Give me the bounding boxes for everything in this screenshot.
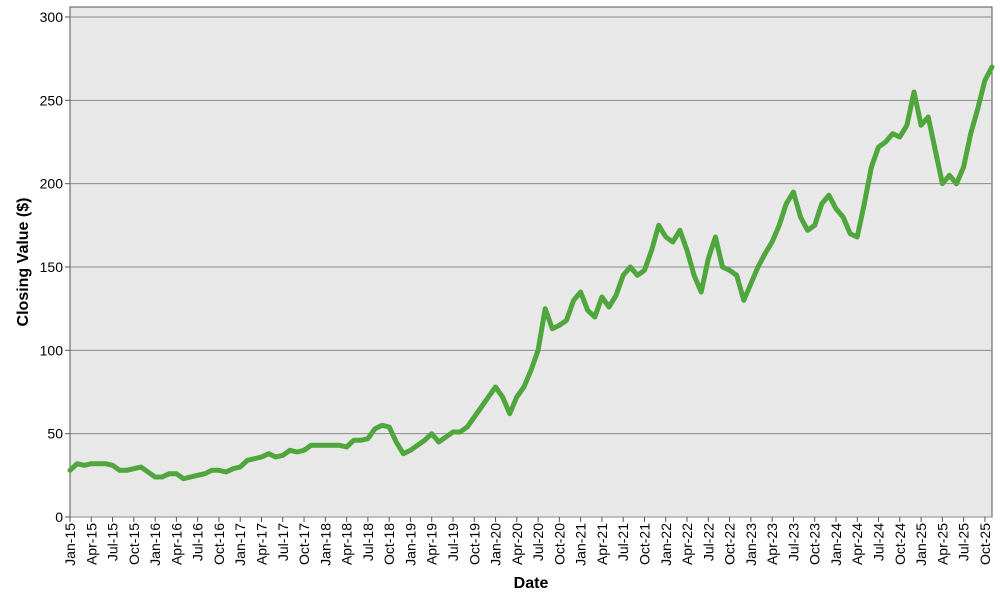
x-tick-label: Oct-22 (722, 523, 738, 565)
x-tick-label: Jul-24 (871, 523, 887, 561)
x-tick-label: Oct-23 (807, 523, 823, 565)
x-tick-label: Apr-16 (168, 523, 184, 565)
x-axis-title: Date (514, 575, 549, 592)
x-tick-label: Oct-18 (381, 523, 397, 565)
x-tick-label: Jan-20 (488, 523, 504, 566)
series-line (67, 64, 995, 482)
x-tick-label: Jan-15 (62, 523, 78, 566)
x-tick-label: Apr-24 (849, 523, 865, 565)
x-tick-label: Apr-19 (424, 523, 440, 565)
x-tick-label: Oct-25 (977, 523, 993, 565)
plot-area (69, 6, 993, 518)
x-tick-label: Jan-18 (317, 523, 333, 566)
x-tick-label: Apr-23 (764, 523, 780, 565)
x-tick-label: Apr-25 (934, 523, 950, 565)
x-tick-label: Jul-17 (275, 523, 291, 561)
x-tick-label: Jan-24 (828, 523, 844, 566)
x-tick-label: Apr-15 (83, 523, 99, 565)
x-tick-label: Apr-21 (594, 523, 610, 565)
x-tick-label: Oct-24 (892, 523, 908, 565)
y-tick-label: 150 (40, 259, 64, 275)
x-tick-label: Apr-20 (509, 523, 525, 565)
x-tick-label: Apr-22 (679, 523, 695, 565)
x-tick-label: Oct-21 (636, 523, 652, 565)
x-tick-label: Jul-15 (105, 523, 121, 561)
x-tick-label: Apr-18 (339, 523, 355, 565)
x-tick-label: Jul-20 (530, 523, 546, 561)
x-tick-label: Jul-23 (785, 523, 801, 561)
x-tick-label: Jan-17 (232, 523, 248, 566)
x-tick-label: Jan-19 (402, 523, 418, 566)
y-axis-title: Closing Value ($) (15, 198, 32, 327)
x-tick-label: Oct-15 (126, 523, 142, 565)
x-tick-label: Jul-22 (700, 523, 716, 561)
x-tick-label: Jan-22 (658, 523, 674, 566)
y-tick-label: 200 (40, 176, 64, 192)
x-tick-label: Jan-21 (573, 523, 589, 566)
x-tick-label: Jul-25 (956, 523, 972, 561)
x-tick-label: Jul-18 (360, 523, 376, 561)
x-tick-label: Jan-25 (913, 523, 929, 566)
y-tick-label: 250 (40, 92, 64, 108)
x-tick-label: Jul-19 (445, 523, 461, 561)
x-tick-label: Jul-21 (615, 523, 631, 561)
x-tick-label: Oct-19 (466, 523, 482, 565)
y-tick-label: 100 (40, 342, 64, 358)
x-tick-label: Oct-20 (551, 523, 567, 565)
y-tick-label: 300 (40, 9, 64, 25)
x-tick-label: Jan-23 (743, 523, 759, 566)
y-tick-label: 50 (47, 426, 63, 442)
x-tick-label: Apr-17 (253, 523, 269, 565)
y-tick-label: 0 (55, 509, 63, 525)
x-tick-label: Jul-16 (190, 523, 206, 561)
x-tick-label: Oct-17 (296, 523, 312, 565)
x-tick-label: Jan-16 (147, 523, 163, 566)
x-tick-label: Oct-16 (211, 523, 227, 565)
